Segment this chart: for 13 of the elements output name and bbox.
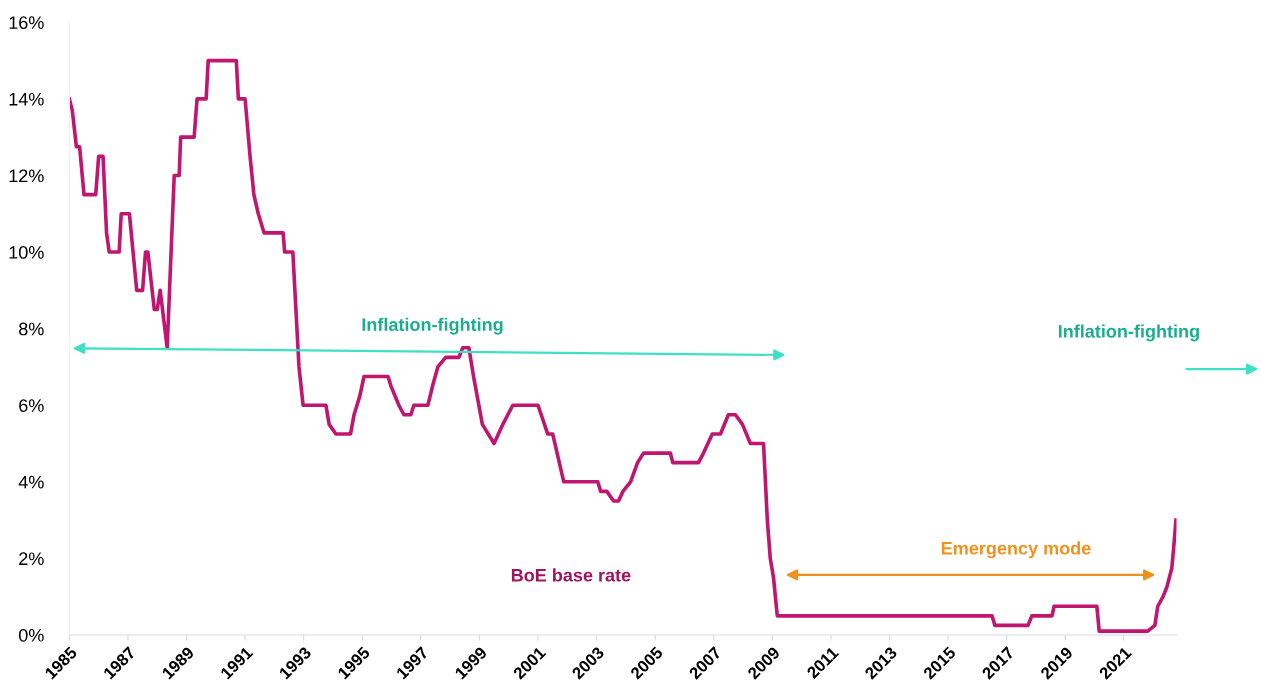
y-tick-label: 8% (19, 322, 44, 336)
annotation: Inflation-fighting (362, 317, 503, 335)
y-tick-label: 0% (18, 628, 44, 642)
text: BoE base rate (511, 568, 631, 582)
y-tick-label: 14% (9, 92, 44, 106)
y-tick-label: 12% (9, 169, 44, 183)
y-tick-label: 16% (9, 16, 44, 30)
annotation: Inflation-fighting (1058, 324, 1199, 342)
y-tick-label: 10% (9, 245, 44, 259)
y-tick-label: 4% (18, 475, 44, 489)
y-tick-label: 2% (19, 552, 44, 566)
annotation: Emergency mode (941, 541, 1091, 559)
y-tick-label: 6% (19, 399, 44, 412)
